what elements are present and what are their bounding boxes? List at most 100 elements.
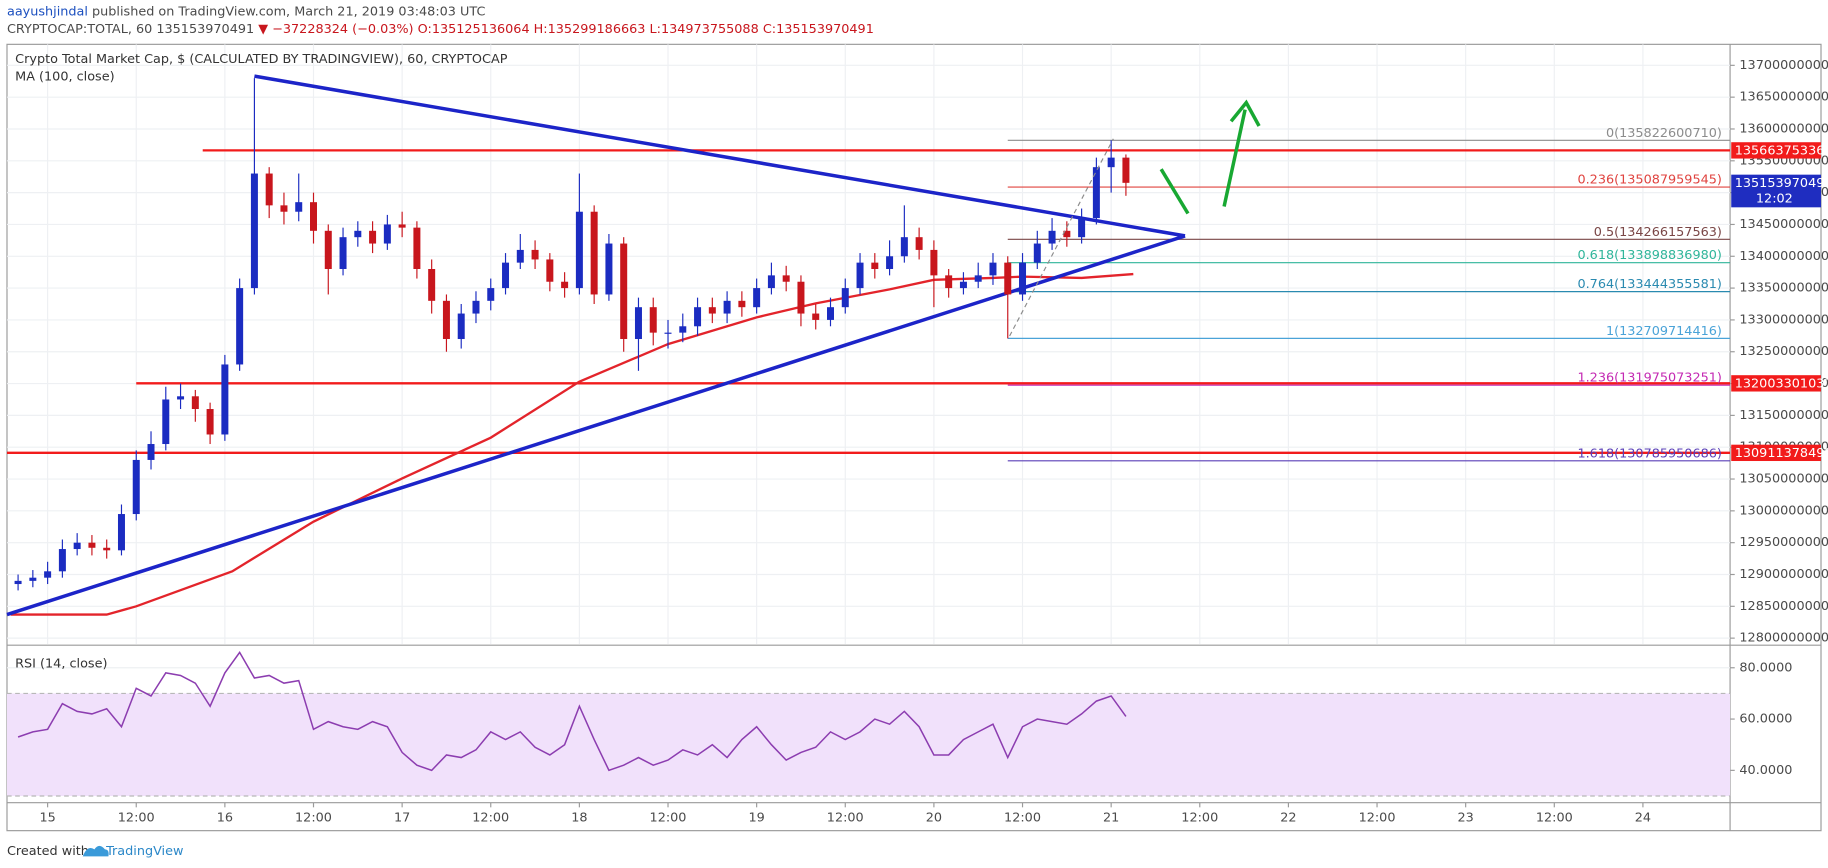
candle-body	[206, 409, 214, 435]
price-box	[1731, 444, 1822, 462]
x-tick-label: 18	[571, 810, 587, 825]
x-tick-label: 12:00	[472, 810, 509, 825]
candle-body	[546, 259, 554, 282]
symbol: CRYPTOCAP:TOTAL, 60	[7, 22, 152, 37]
ohlc-close: C:135153970491	[763, 22, 874, 37]
price-box	[1731, 142, 1822, 159]
y-tick-label: 40.0000	[1739, 763, 1792, 778]
ma-legend: MA (100, close)	[15, 69, 114, 84]
candle-body	[664, 332, 672, 334]
candle-body	[1019, 262, 1027, 295]
candle-body	[310, 202, 317, 231]
candle-body	[339, 237, 347, 270]
chart-title: Crypto Total Market Cap, $ (CALCULATED B…	[15, 52, 508, 67]
candle-body	[605, 243, 613, 295]
candle-body	[103, 547, 111, 551]
candle-body	[930, 249, 938, 276]
y-tick-label: 131500000000	[1739, 408, 1828, 423]
ohlc-open: O:135125136064	[418, 22, 530, 37]
x-tick-label: 21	[1103, 810, 1119, 825]
candle-body	[945, 275, 953, 289]
author[interactable]: aayushjindal	[7, 4, 88, 19]
price-box	[1731, 375, 1822, 392]
x-tick-label: 12:00	[1359, 810, 1396, 825]
candle-body	[324, 230, 332, 270]
quote-line: CRYPTOCAP:TOTAL, 60 135153970491 ▼ −3722…	[7, 22, 874, 37]
y-tick-label: 129500000000	[1739, 535, 1828, 550]
candle-body	[708, 307, 716, 314]
price-box-label: 135663753360	[1735, 143, 1828, 158]
footer-created: Created with	[7, 844, 89, 859]
down-arrow	[1159, 168, 1190, 215]
candle-body	[871, 262, 879, 270]
x-tick-label: 19	[748, 810, 764, 825]
last-price-box	[1731, 174, 1822, 208]
up-arrow	[1222, 99, 1261, 207]
footer-brand[interactable]: TradingView	[105, 844, 183, 859]
x-tick-label: 12:00	[1181, 810, 1218, 825]
price-box-label: 130911378499	[1735, 446, 1828, 461]
candle-body	[915, 237, 923, 250]
candle-body	[162, 399, 170, 445]
ohlc-high: H:135299186663	[534, 22, 646, 37]
candle-body	[1063, 230, 1071, 238]
candle-body	[88, 542, 96, 548]
fib-label: 1.236(131975073251)	[1577, 371, 1721, 386]
candle-body	[841, 288, 849, 308]
x-tick-label: 17	[394, 810, 410, 825]
frame	[6, 43, 1822, 832]
arrow: ▼	[258, 22, 268, 37]
candle-body	[1048, 230, 1056, 244]
fib-label: 0.5(134266157563)	[1594, 225, 1722, 240]
x-tick-label: 12:00	[827, 810, 864, 825]
y-tick-label: 136500000000	[1739, 90, 1828, 105]
x-tick-label: 15	[39, 810, 55, 825]
fib-label: 0(135822600710)	[1606, 126, 1722, 141]
candle-body	[974, 275, 982, 282]
candle-body	[221, 364, 229, 435]
x-tick-label: 16	[217, 810, 233, 825]
trend-line	[254, 74, 1186, 238]
y-tick-label: 133000000000	[1739, 312, 1828, 327]
x-tick-label: 12:00	[295, 810, 332, 825]
last-price-label: 135153970491	[1735, 176, 1828, 191]
candle-body	[147, 444, 155, 460]
y-tick-label: 137000000000	[1739, 58, 1828, 73]
candle-body	[694, 307, 702, 327]
y-tick-label: 130000000000	[1739, 503, 1828, 518]
candle-body	[413, 227, 421, 270]
candle-body	[236, 288, 244, 365]
candle-body	[679, 326, 687, 333]
x-tick-label: 20	[926, 810, 942, 825]
candle-body	[575, 211, 583, 289]
candle-body	[117, 514, 125, 551]
candle-body	[14, 580, 22, 585]
candle-body	[989, 262, 997, 276]
y-tick-label: 80.0000	[1739, 660, 1792, 675]
y-tick-label: 136000000000	[1739, 121, 1828, 136]
x-tick-label: 12:00	[118, 810, 155, 825]
y-tick-label: 132500000000	[1739, 344, 1828, 359]
candle-body	[634, 307, 642, 340]
candle-body	[295, 202, 303, 212]
y-tick-label: 129000000000	[1739, 567, 1828, 582]
price-box-label: 132003301037	[1735, 376, 1828, 391]
header-line: aayushjindal published on TradingView.co…	[7, 4, 485, 19]
rsi-band	[6, 693, 1731, 796]
candle-body	[590, 211, 598, 295]
candle-body	[383, 224, 391, 244]
y-tick-label: 128000000000	[1739, 631, 1828, 646]
last: 135153970491	[156, 22, 254, 37]
published: published on TradingView.com, March 21, …	[92, 4, 485, 19]
x-tick-label: 12:00	[650, 810, 687, 825]
rsi-line	[17, 650, 1127, 772]
x-tick-label: 12:00	[1004, 810, 1041, 825]
candle-body	[812, 313, 820, 320]
candle-body	[177, 396, 185, 400]
candle-body	[398, 224, 406, 228]
fib-label: 1.618(130785950686)	[1577, 446, 1721, 461]
candle-body	[738, 300, 746, 308]
candle-body	[265, 173, 273, 206]
fib-label: 0.236(135087959545)	[1577, 173, 1721, 188]
